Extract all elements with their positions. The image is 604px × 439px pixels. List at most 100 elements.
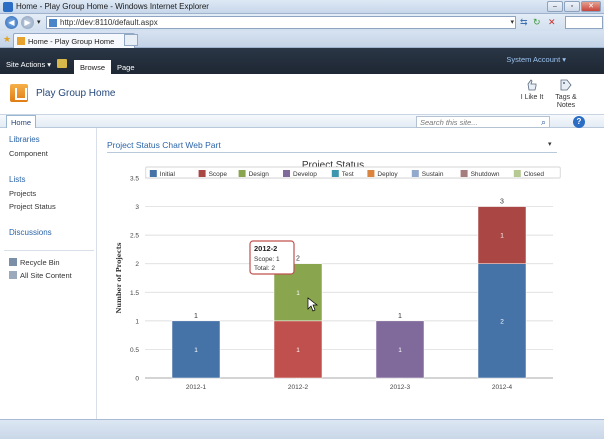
legend-swatch	[411, 170, 419, 177]
legend-swatch	[460, 170, 468, 177]
all-site-content-icon	[9, 271, 17, 279]
bar-segment	[273, 320, 323, 379]
bar-data-label: 1	[500, 233, 504, 240]
bar-data-label: 1	[398, 347, 402, 354]
y-tick-label: 2	[135, 261, 139, 268]
favorites-star-icon[interactable]: ★	[3, 34, 12, 44]
bar-total-label: 1	[194, 313, 198, 320]
account-menu[interactable]: System Account ▾	[506, 55, 566, 64]
tag-icon	[560, 79, 572, 91]
window-controls: – ▫ ✕	[547, 1, 601, 12]
address-bar[interactable]: http://dev:8110/default.aspx ▾	[46, 16, 516, 29]
x-tick-label: 2012-2	[288, 384, 309, 391]
search-icon[interactable]: ⌕	[540, 117, 546, 127]
nav-home-tab[interactable]: Home	[6, 115, 37, 128]
bar-data-label: 2	[500, 318, 504, 325]
legend-label: Closed	[524, 171, 545, 178]
new-tab-button[interactable]	[124, 34, 138, 46]
all-site-content-label: All Site Content	[20, 271, 72, 280]
webpart-title[interactable]: Project Status Chart Web Part	[107, 140, 221, 150]
legend-label: Design	[249, 171, 270, 178]
mouse-cursor-icon	[307, 297, 319, 312]
legend-label: Scope	[209, 171, 228, 178]
x-tick-label: 2012-3	[390, 384, 411, 391]
i-like-it-button[interactable]: I Like It	[512, 78, 552, 102]
bar-segment	[477, 263, 527, 379]
ql-discussions-heading[interactable]: Discussions	[9, 228, 52, 237]
webpart-menu-icon[interactable]: ▾	[548, 141, 552, 148]
tags-notes-button[interactable]: Tags & Notes	[546, 78, 586, 110]
y-tick-label: 1	[135, 318, 139, 325]
legend-label: Develop	[293, 171, 317, 178]
bar-segment	[375, 320, 425, 379]
stop-icon[interactable]: ✕	[548, 17, 556, 27]
legend-swatch	[238, 170, 246, 177]
ql-divider	[4, 250, 94, 251]
search-placeholder: Search this site...	[420, 118, 478, 127]
chart-title: Project Status	[302, 160, 364, 171]
ql-item-projects[interactable]: Projects	[9, 189, 37, 198]
bar-total-label: 3	[500, 199, 504, 206]
ql-all-site-content[interactable]: All Site Content	[9, 271, 72, 280]
tab-browse[interactable]: Browse	[74, 60, 112, 74]
legend-label: Sustain	[422, 171, 444, 178]
site-actions-menu[interactable]: Site Actions ▾	[6, 60, 52, 69]
x-tick-label: 2012-1	[186, 384, 207, 391]
legend-label: Shutdown	[471, 171, 500, 178]
address-url: http://dev:8110/default.aspx	[60, 18, 158, 27]
sharepoint-page-icon	[17, 37, 25, 45]
maximize-button[interactable]: ▫	[564, 1, 580, 12]
y-tick-label: 1.5	[130, 290, 139, 297]
refresh-icon[interactable]: ↻	[533, 17, 541, 27]
ie-logo-icon	[3, 2, 13, 12]
navigate-up-icon[interactable]	[57, 59, 67, 68]
quick-launch: Libraries Component Lists Projects Proje…	[0, 128, 97, 419]
ql-libraries-heading[interactable]: Libraries	[9, 135, 40, 144]
bar-data-label: 1	[194, 347, 198, 354]
legend-label: Initial	[160, 171, 176, 178]
ql-item-project-status[interactable]: Project Status	[9, 202, 56, 211]
webpart-title-divider	[107, 152, 557, 153]
legend-label: Deploy	[377, 171, 398, 178]
y-tick-label: 0	[135, 376, 139, 383]
browser-status-bar	[0, 419, 604, 439]
tab-bar: ★ Home - Play Group Home ✕	[0, 31, 604, 48]
minimize-button[interactable]: –	[547, 1, 563, 12]
tooltip-title: 2012-2	[254, 244, 277, 253]
x-tick-label: 2012-4	[492, 384, 513, 391]
recycle-bin-icon	[9, 258, 17, 266]
help-icon[interactable]: ?	[573, 116, 585, 128]
close-window-button[interactable]: ✕	[581, 1, 601, 12]
compatibility-icon[interactable]: ⇆	[520, 17, 528, 27]
ql-item-component[interactable]: Component	[9, 149, 48, 158]
address-dropdown-icon[interactable]: ▾	[510, 19, 514, 26]
window-title: Home - Play Group Home - Windows Interne…	[16, 2, 209, 11]
site-title[interactable]: Play Group Home	[36, 88, 116, 99]
history-dropdown-icon[interactable]: ▾	[37, 19, 41, 26]
bar-data-label: 1	[296, 347, 300, 354]
site-header: Play Group Home I Like It Tags & Notes	[0, 74, 604, 114]
tab-page[interactable]: Page	[117, 63, 135, 72]
bar-total-label: 1	[398, 313, 402, 320]
ql-lists-heading[interactable]: Lists	[9, 175, 26, 184]
y-tick-label: 0.5	[130, 347, 139, 354]
site-logo-icon[interactable]	[10, 84, 28, 102]
y-axis-label: Number of Projects	[115, 242, 123, 313]
browser-title-bar: Home - Play Group Home - Windows Interne…	[0, 0, 604, 14]
back-icon[interactable]: ◀	[5, 16, 18, 29]
bar-data-label: 0	[296, 376, 300, 383]
browser-tab-home[interactable]: Home - Play Group Home ✕	[13, 33, 135, 48]
tooltip-line: Total: 2	[254, 265, 275, 272]
forward-icon[interactable]: ▶	[21, 16, 34, 29]
i-like-it-label: I Like It	[520, 94, 544, 101]
legend-swatch	[149, 170, 157, 177]
y-tick-label: 3.5	[130, 176, 139, 183]
search-input[interactable]: Search this site... ⌕	[416, 116, 550, 128]
tags-label: Tags &	[555, 94, 577, 101]
tooltip-line: Scope: 1	[254, 256, 280, 263]
ql-recycle-bin[interactable]: Recycle Bin	[9, 258, 60, 267]
recycle-bin-label: Recycle Bin	[20, 258, 60, 267]
web-search-box[interactable]	[565, 16, 603, 29]
top-navigation: Home Search this site... ⌕ ?	[0, 114, 604, 128]
bar-segment	[171, 320, 221, 379]
